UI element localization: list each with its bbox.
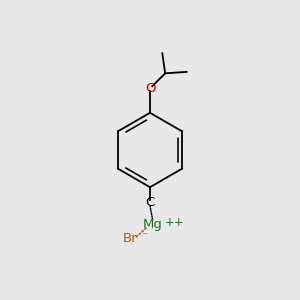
Text: ⁻: ⁻ (141, 230, 147, 243)
Text: C: C (146, 196, 154, 209)
Text: ++: ++ (165, 216, 184, 229)
Text: Mg: Mg (143, 218, 163, 231)
Text: O: O (145, 82, 155, 95)
Text: Br: Br (123, 232, 137, 245)
